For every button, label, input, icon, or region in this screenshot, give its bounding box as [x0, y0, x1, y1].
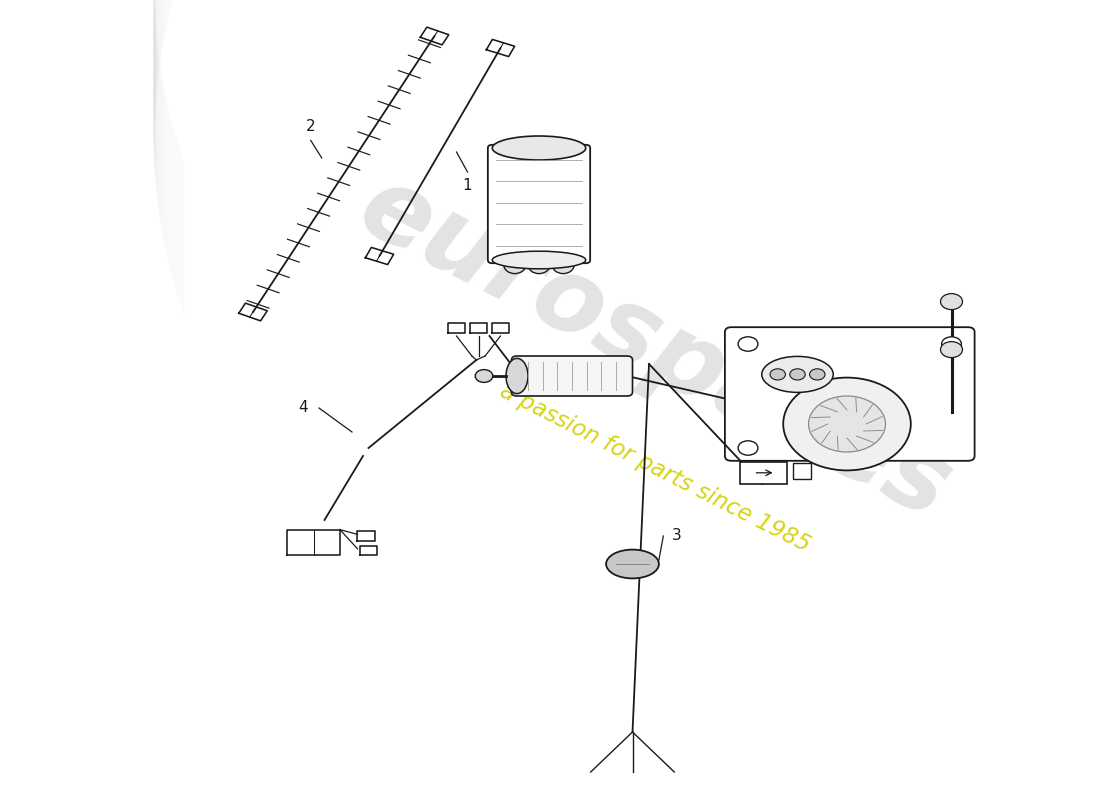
Circle shape: [940, 342, 962, 358]
Ellipse shape: [506, 358, 528, 394]
Text: 4: 4: [298, 401, 308, 415]
Ellipse shape: [493, 251, 585, 269]
Text: 3: 3: [672, 529, 682, 543]
Circle shape: [770, 369, 785, 380]
Text: a passion for parts since 1985: a passion for parts since 1985: [496, 379, 813, 557]
Circle shape: [808, 396, 886, 452]
Circle shape: [738, 337, 758, 351]
Ellipse shape: [504, 256, 526, 274]
Ellipse shape: [528, 256, 550, 274]
Circle shape: [940, 294, 962, 310]
Bar: [793, 463, 811, 479]
Text: 1: 1: [463, 178, 472, 194]
FancyBboxPatch shape: [512, 356, 632, 396]
Ellipse shape: [493, 136, 585, 160]
FancyBboxPatch shape: [488, 145, 590, 263]
Circle shape: [475, 370, 493, 382]
Circle shape: [738, 441, 758, 455]
Circle shape: [783, 378, 911, 470]
Text: eurospares: eurospares: [342, 155, 967, 541]
FancyBboxPatch shape: [725, 327, 975, 461]
Circle shape: [810, 369, 825, 380]
Ellipse shape: [761, 357, 834, 392]
Circle shape: [790, 369, 805, 380]
Ellipse shape: [606, 550, 659, 578]
Ellipse shape: [552, 256, 574, 274]
Circle shape: [942, 337, 961, 351]
Text: 2: 2: [306, 119, 316, 134]
Bar: [740, 462, 786, 484]
